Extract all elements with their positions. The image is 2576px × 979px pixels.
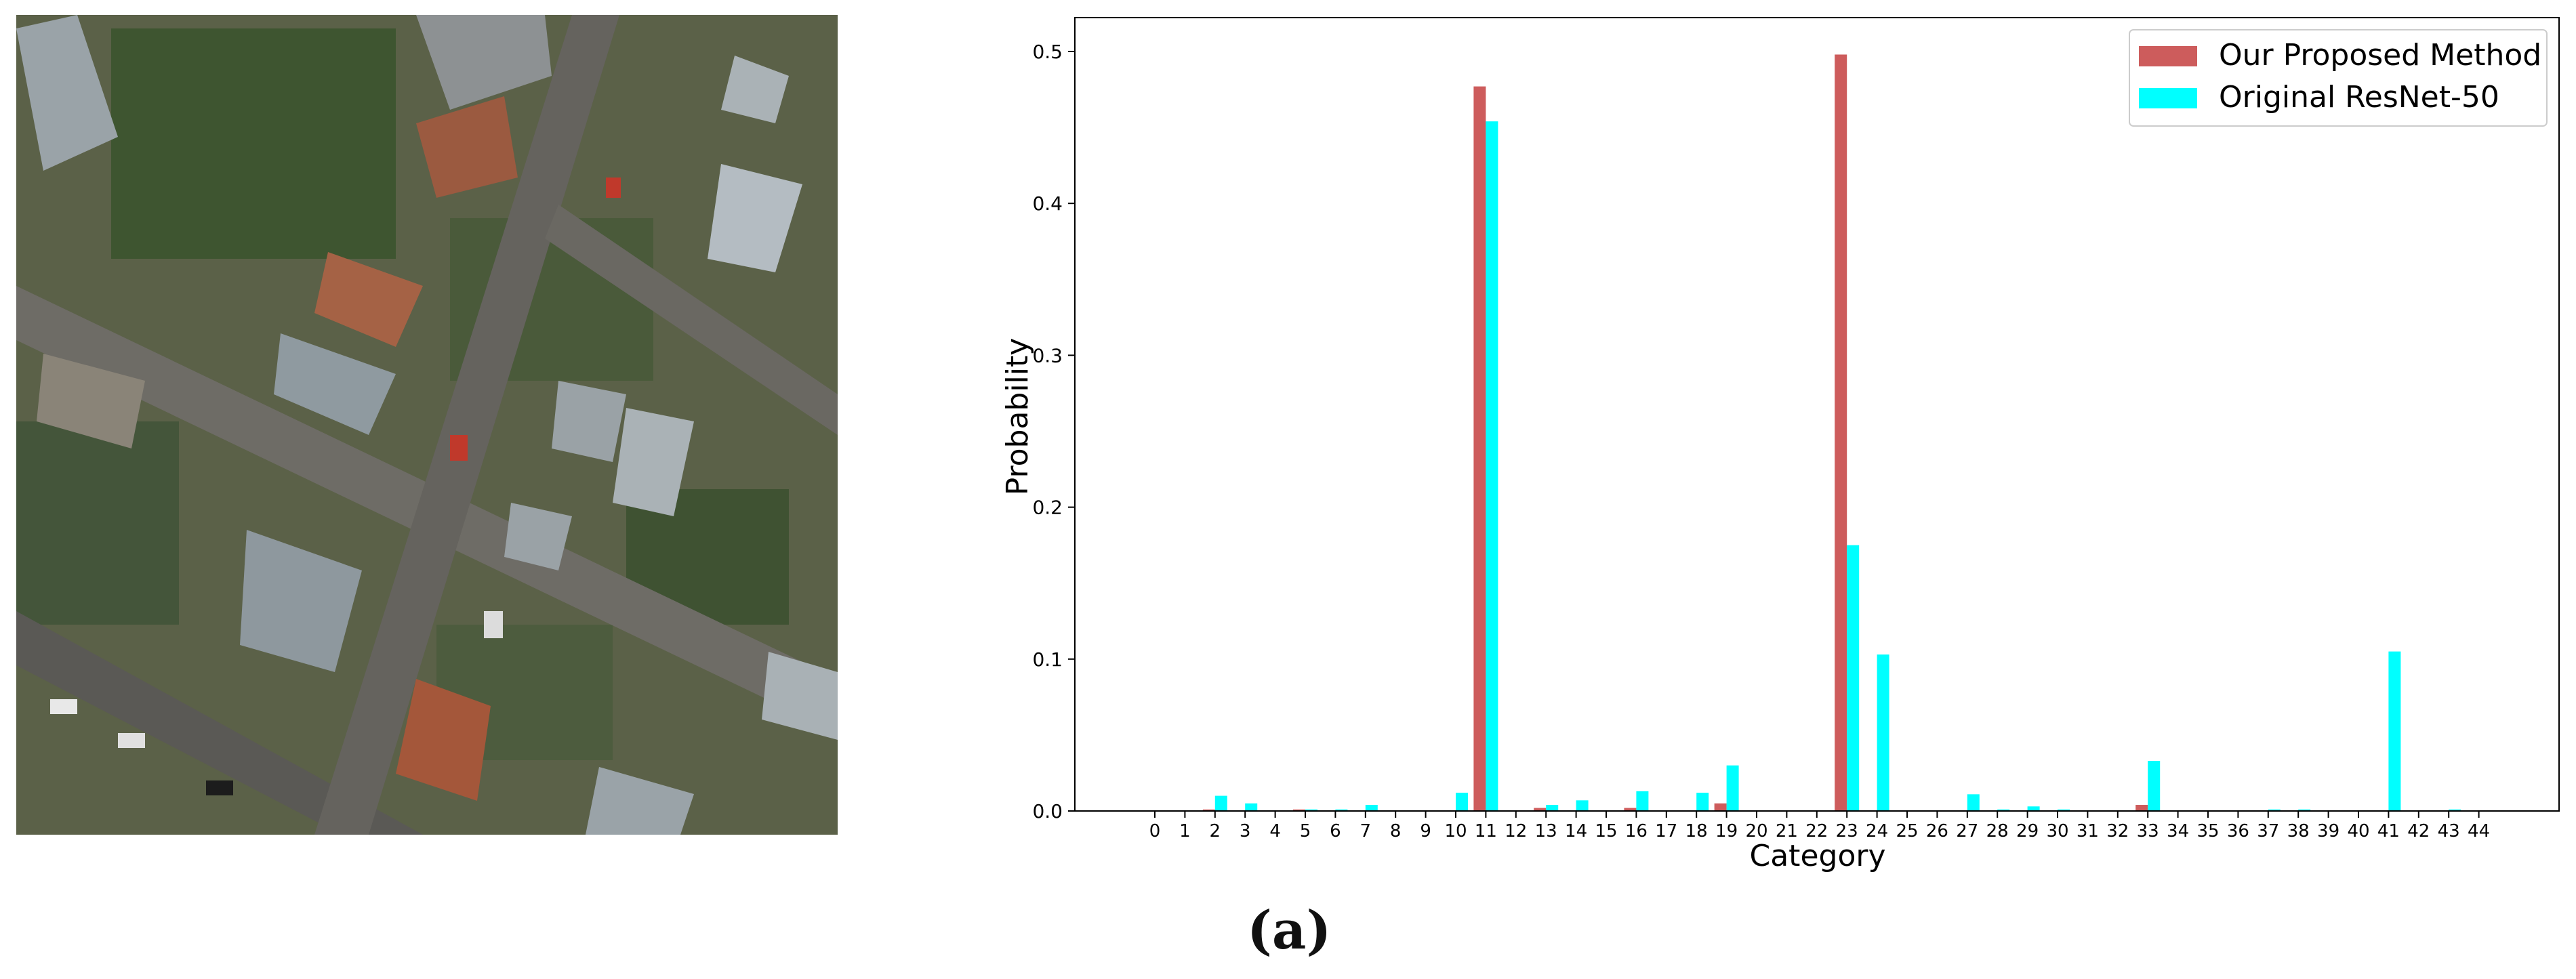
legend-label: Original ResNet-50: [2219, 80, 2499, 114]
figure-caption: (a): [1247, 900, 1332, 961]
x-tick-label: 28: [1986, 821, 2009, 841]
plot-frame: [1074, 17, 2560, 812]
x-axis-label: Category: [1750, 839, 1886, 873]
bar-resnet50-33: [2148, 761, 2161, 811]
bar-resnet50-2: [1214, 795, 1227, 811]
x-tick-label: 17: [1655, 821, 1677, 841]
bar-resnet50-6: [1335, 809, 1348, 811]
bar-resnet50-29: [2027, 806, 2040, 811]
x-tick-label: 7: [1360, 821, 1372, 841]
x-tick-label: 11: [1475, 821, 1497, 841]
x-tick-label: 32: [2106, 821, 2129, 841]
bar-resnet50-41: [2388, 651, 2401, 811]
y-axis-label: Probability: [1000, 338, 1035, 496]
bar-proposed-16: [1624, 808, 1637, 811]
x-tick-label: 14: [1565, 821, 1587, 841]
y-tick-label: 0.0: [1032, 800, 1063, 822]
x-tick-label: 1: [1179, 821, 1191, 841]
x-tick-label: 34: [2167, 821, 2189, 841]
x-tick-label: 13: [1535, 821, 1557, 841]
x-tick-label: 39: [2317, 821, 2339, 841]
x-tick-label: 22: [1805, 821, 1828, 841]
bar-resnet50-19: [1726, 765, 1739, 811]
x-tick-label: 37: [2257, 821, 2279, 841]
bar-proposed-33: [2135, 805, 2148, 811]
x-tick-label: 38: [2287, 821, 2310, 841]
legend-swatch: [2139, 46, 2197, 66]
bar-proposed-2: [1202, 809, 1215, 811]
bar-resnet50-5: [1305, 809, 1317, 811]
x-tick-label: 19: [1715, 821, 1738, 841]
bar-resnet50-11: [1486, 121, 1498, 811]
y-tick-label: 0.4: [1032, 192, 1063, 215]
bar-proposed-11: [1473, 86, 1486, 811]
x-tick-label: 3: [1240, 821, 1251, 841]
y-tick-label: 0.5: [1032, 41, 1063, 63]
x-tick-label: 4: [1269, 821, 1281, 841]
x-tick-label: 5: [1300, 821, 1311, 841]
x-tick-label: 18: [1685, 821, 1708, 841]
x-tick-label: 10: [1444, 821, 1467, 841]
y-tick-label: 0.3: [1032, 344, 1063, 367]
x-tick-label: 31: [2077, 821, 2099, 841]
x-tick-label: 15: [1595, 821, 1617, 841]
x-tick-label: 29: [2016, 821, 2039, 841]
bar-proposed-23: [1835, 54, 1847, 811]
legend-swatch: [2139, 88, 2197, 108]
bar-proposed-19: [1714, 803, 1727, 811]
bar-resnet50-24: [1877, 654, 1889, 811]
x-tick-label: 43: [2438, 821, 2460, 841]
x-tick-label: 9: [1420, 821, 1431, 841]
x-tick-label: 35: [2196, 821, 2219, 841]
y-tick-label: 0.1: [1032, 648, 1063, 671]
x-tick-label: 27: [1956, 821, 1978, 841]
x-tick-label: 12: [1505, 821, 1527, 841]
x-tick-label: 40: [2347, 821, 2369, 841]
x-tick-label: 2: [1210, 821, 1221, 841]
legend-box: [2129, 29, 2548, 127]
chart-bars: [1202, 54, 2461, 811]
bar-resnet50-38: [2298, 809, 2311, 811]
aerial-neighborhood-image: [16, 15, 838, 835]
bar-resnet50-43: [2449, 809, 2461, 811]
bar-resnet50-23: [1847, 545, 1860, 811]
x-tick-label: 23: [1836, 821, 1858, 841]
bar-resnet50-37: [2268, 809, 2281, 811]
x-tick-label: 41: [2377, 821, 2400, 841]
y-tick-label: 0.2: [1032, 497, 1063, 519]
x-tick-label: 25: [1896, 821, 1918, 841]
legend-label: Our Proposed Method: [2219, 38, 2541, 72]
bar-resnet50-7: [1365, 805, 1378, 811]
x-tick-label: 16: [1625, 821, 1648, 841]
x-tick-label: 26: [1926, 821, 1948, 841]
x-tick-label: 42: [2407, 821, 2430, 841]
x-tick-label: 33: [2137, 821, 2159, 841]
chart-axes: 0.00.10.20.30.40.50 1 2 3 4 5 6 7 8 9 10 11 12 13 14 15…: [1032, 17, 2560, 841]
bar-resnet50-28: [1997, 809, 2010, 811]
x-tick-label: 24: [1866, 821, 1888, 841]
bar-resnet50-16: [1636, 791, 1649, 811]
x-tick-label: 0: [1149, 821, 1161, 841]
bar-resnet50-27: [1967, 794, 1980, 811]
x-tick-label: 20: [1745, 821, 1767, 841]
bar-proposed-5: [1293, 809, 1305, 811]
bar-resnet50-30: [2058, 809, 2070, 811]
x-tick-label: 44: [2468, 821, 2490, 841]
x-tick-label: 8: [1390, 821, 1402, 841]
bar-resnet50-3: [1245, 803, 1258, 811]
x-tick-label: 36: [2227, 821, 2249, 841]
x-tick-label: 21: [1776, 821, 1798, 841]
bar-resnet50-18: [1696, 793, 1709, 811]
x-tick-label: 30: [2046, 821, 2068, 841]
legend: Our Proposed Method Original ResNet-50: [2129, 29, 2548, 127]
bar-resnet50-14: [1576, 800, 1589, 811]
x-tick-label: 6: [1330, 821, 1341, 841]
bar-proposed-13: [1534, 808, 1547, 811]
bar-resnet50-10: [1456, 793, 1468, 811]
bar-resnet50-13: [1546, 805, 1559, 811]
